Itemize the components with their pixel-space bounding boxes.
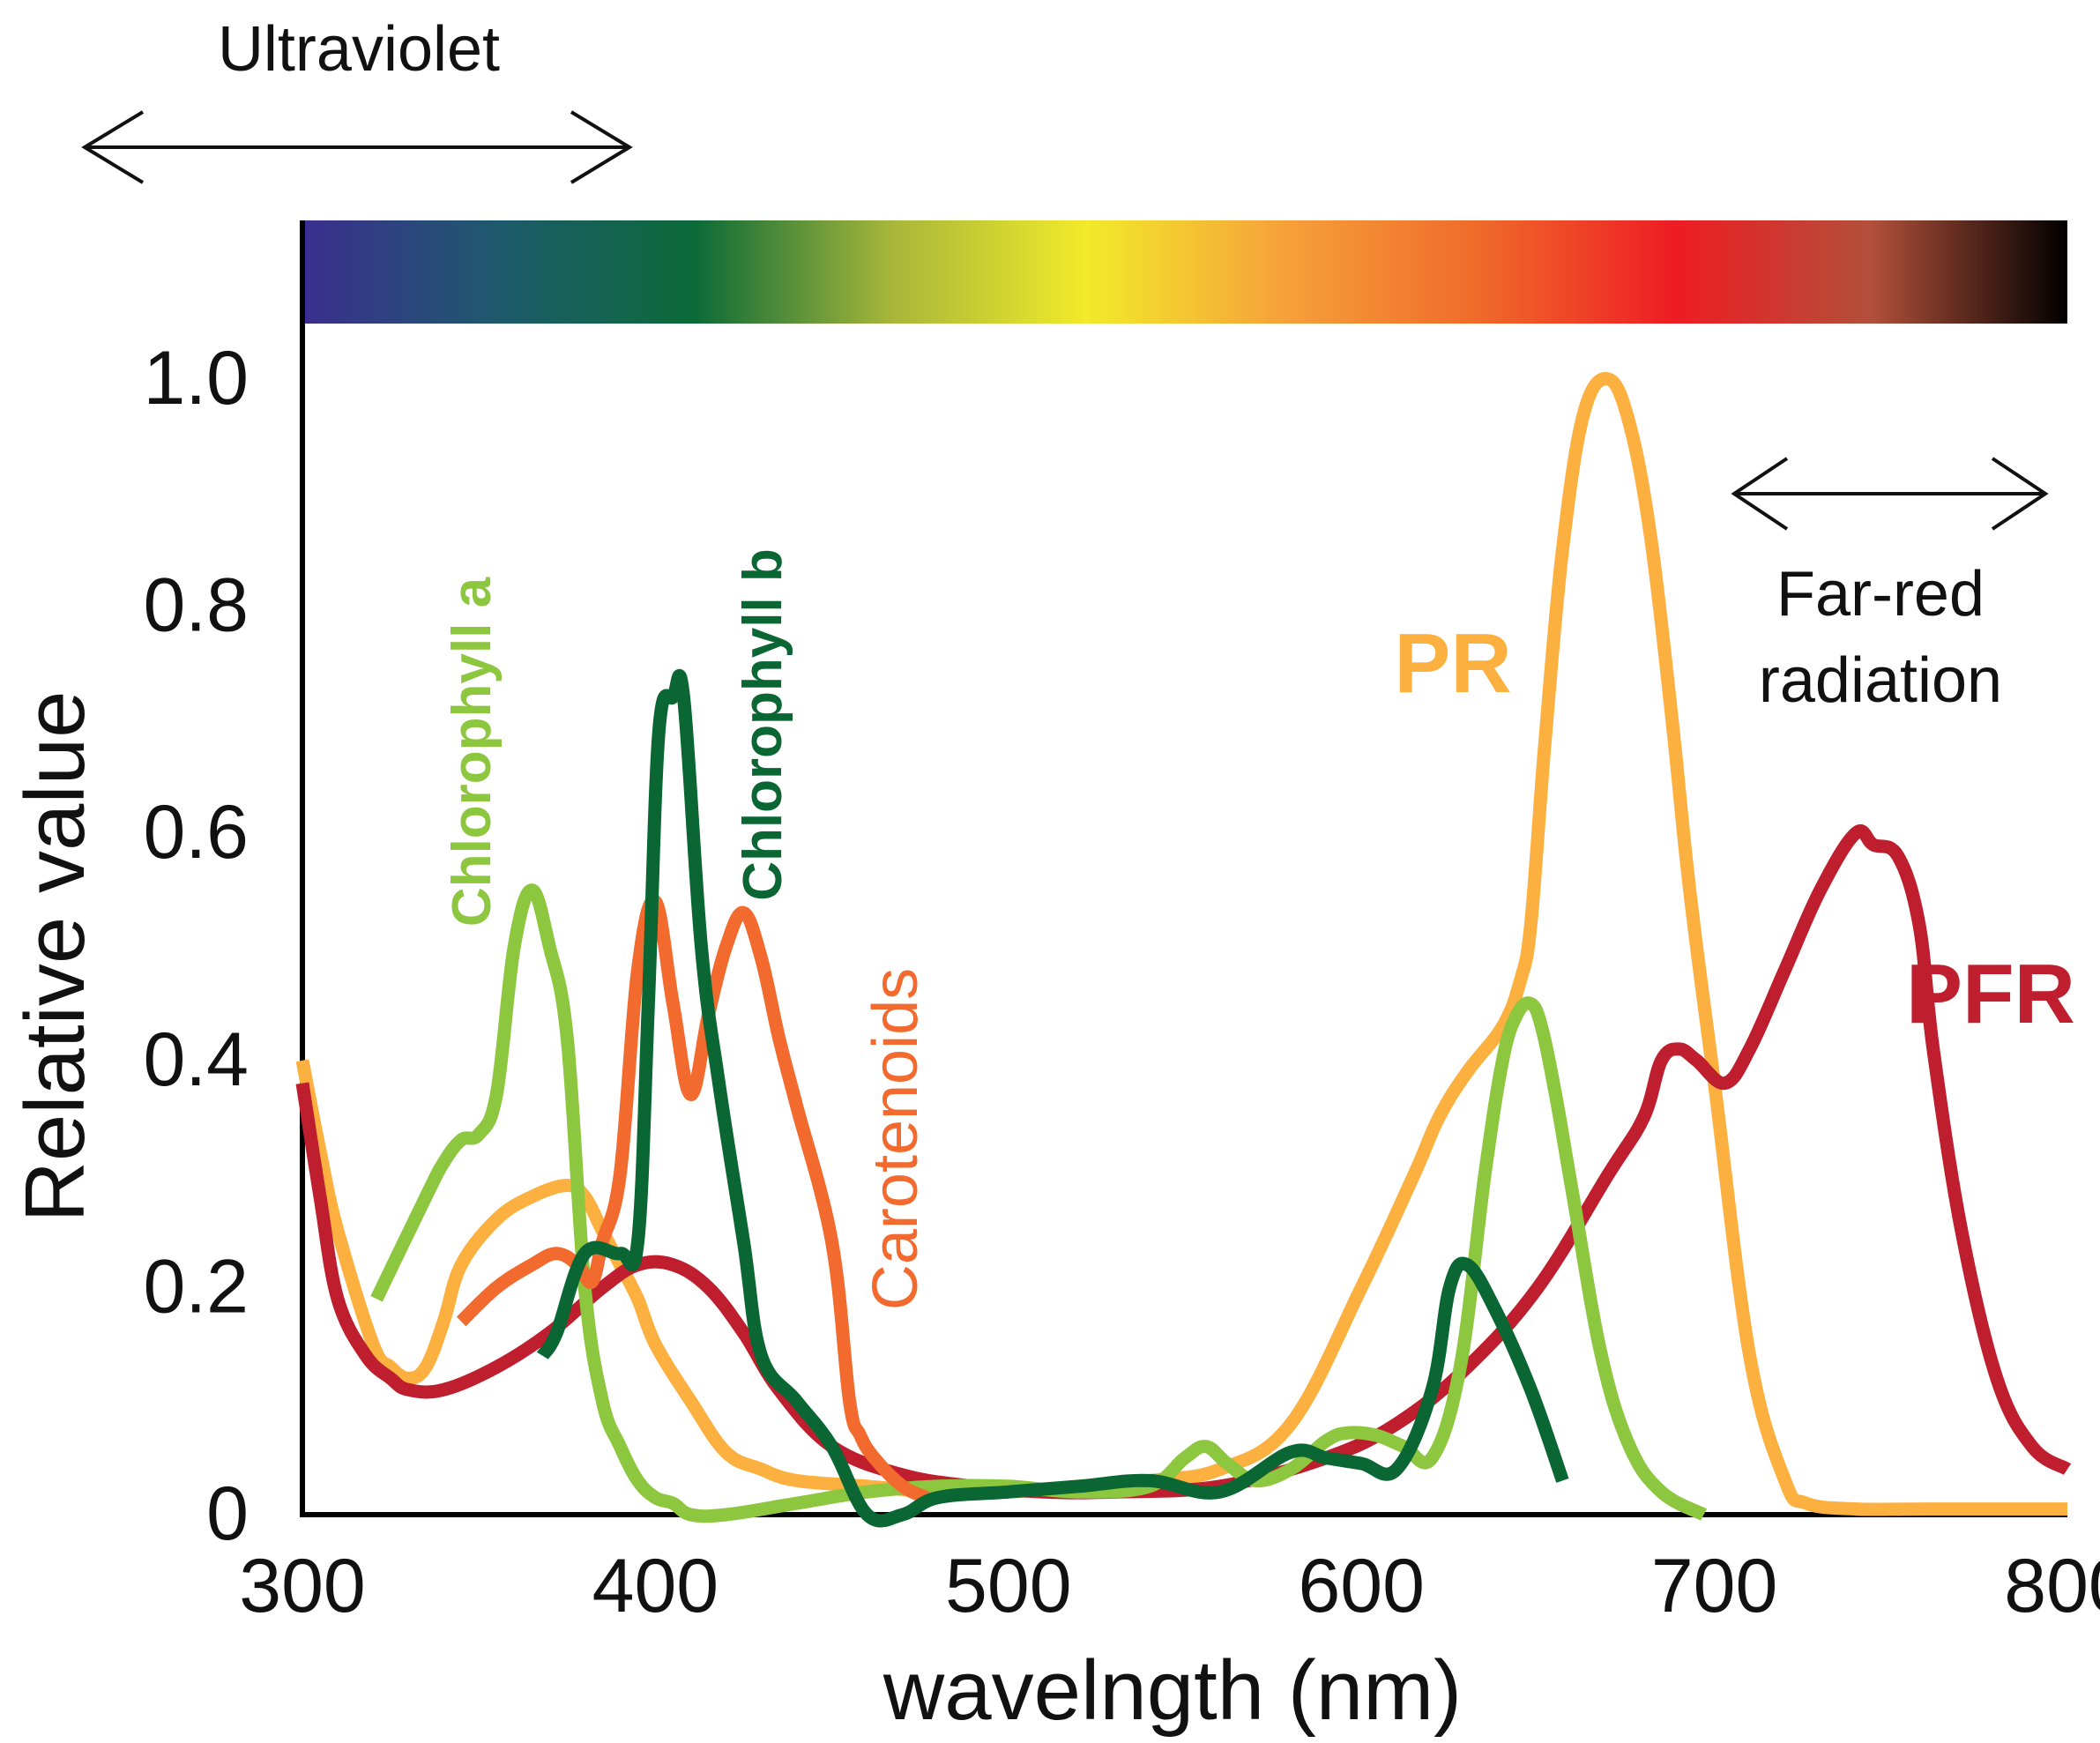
ultraviolet-arrow (81, 110, 633, 184)
ultraviolet-label: Ultraviolet (218, 14, 500, 85)
x-tick-label: 300 (239, 1544, 366, 1628)
x-axis-title: wavelngth (nm) (882, 1643, 1462, 1738)
x-tick-label: 700 (1651, 1544, 1778, 1628)
series-layer (295, 372, 2072, 1528)
far-red-label-line1: Far-red (1776, 559, 1985, 629)
y-tick-label: 0.8 (143, 563, 249, 648)
y-tick-label: 0.2 (143, 1244, 249, 1329)
x-tick-labels: 300 400 500 600 700 800 (239, 1544, 2100, 1628)
y-tick-label: 0.4 (143, 1017, 249, 1102)
pr-label: PR (1394, 616, 1511, 711)
far-red-arrow (1731, 457, 2049, 531)
y-tick-labels: 0 0.2 0.4 0.6 0.8 1.0 (143, 336, 249, 1556)
y-tick-label: 1.0 (143, 336, 249, 421)
x-tick-label: 800 (2004, 1544, 2100, 1628)
carotenoids-label: Carotenoids (860, 968, 931, 1310)
chlorophyll-a-curve (370, 883, 1708, 1523)
x-tick-label: 600 (1298, 1544, 1425, 1628)
pr-curve (295, 372, 2067, 1516)
pfr-curve (295, 824, 2072, 1500)
y-tick-label: 0 (206, 1471, 249, 1556)
x-tick-label: 500 (945, 1544, 1072, 1628)
chlorophyll-b-label: Chlorophyll b (733, 548, 793, 901)
pfr-label: PFR (1906, 947, 2075, 1041)
far-red-label-line2: radiation (1759, 645, 2002, 716)
x-tick-label: 400 (592, 1544, 719, 1628)
spectrum-color-bar (302, 220, 2067, 324)
chlorophyll-b-curve (536, 668, 1569, 1528)
carotenoids-curve (456, 893, 930, 1504)
chlorophyll-a-label: Chlorophyll a (442, 577, 503, 927)
y-tick-label: 0.6 (143, 790, 249, 875)
y-axis-title: Relative value (8, 691, 102, 1223)
